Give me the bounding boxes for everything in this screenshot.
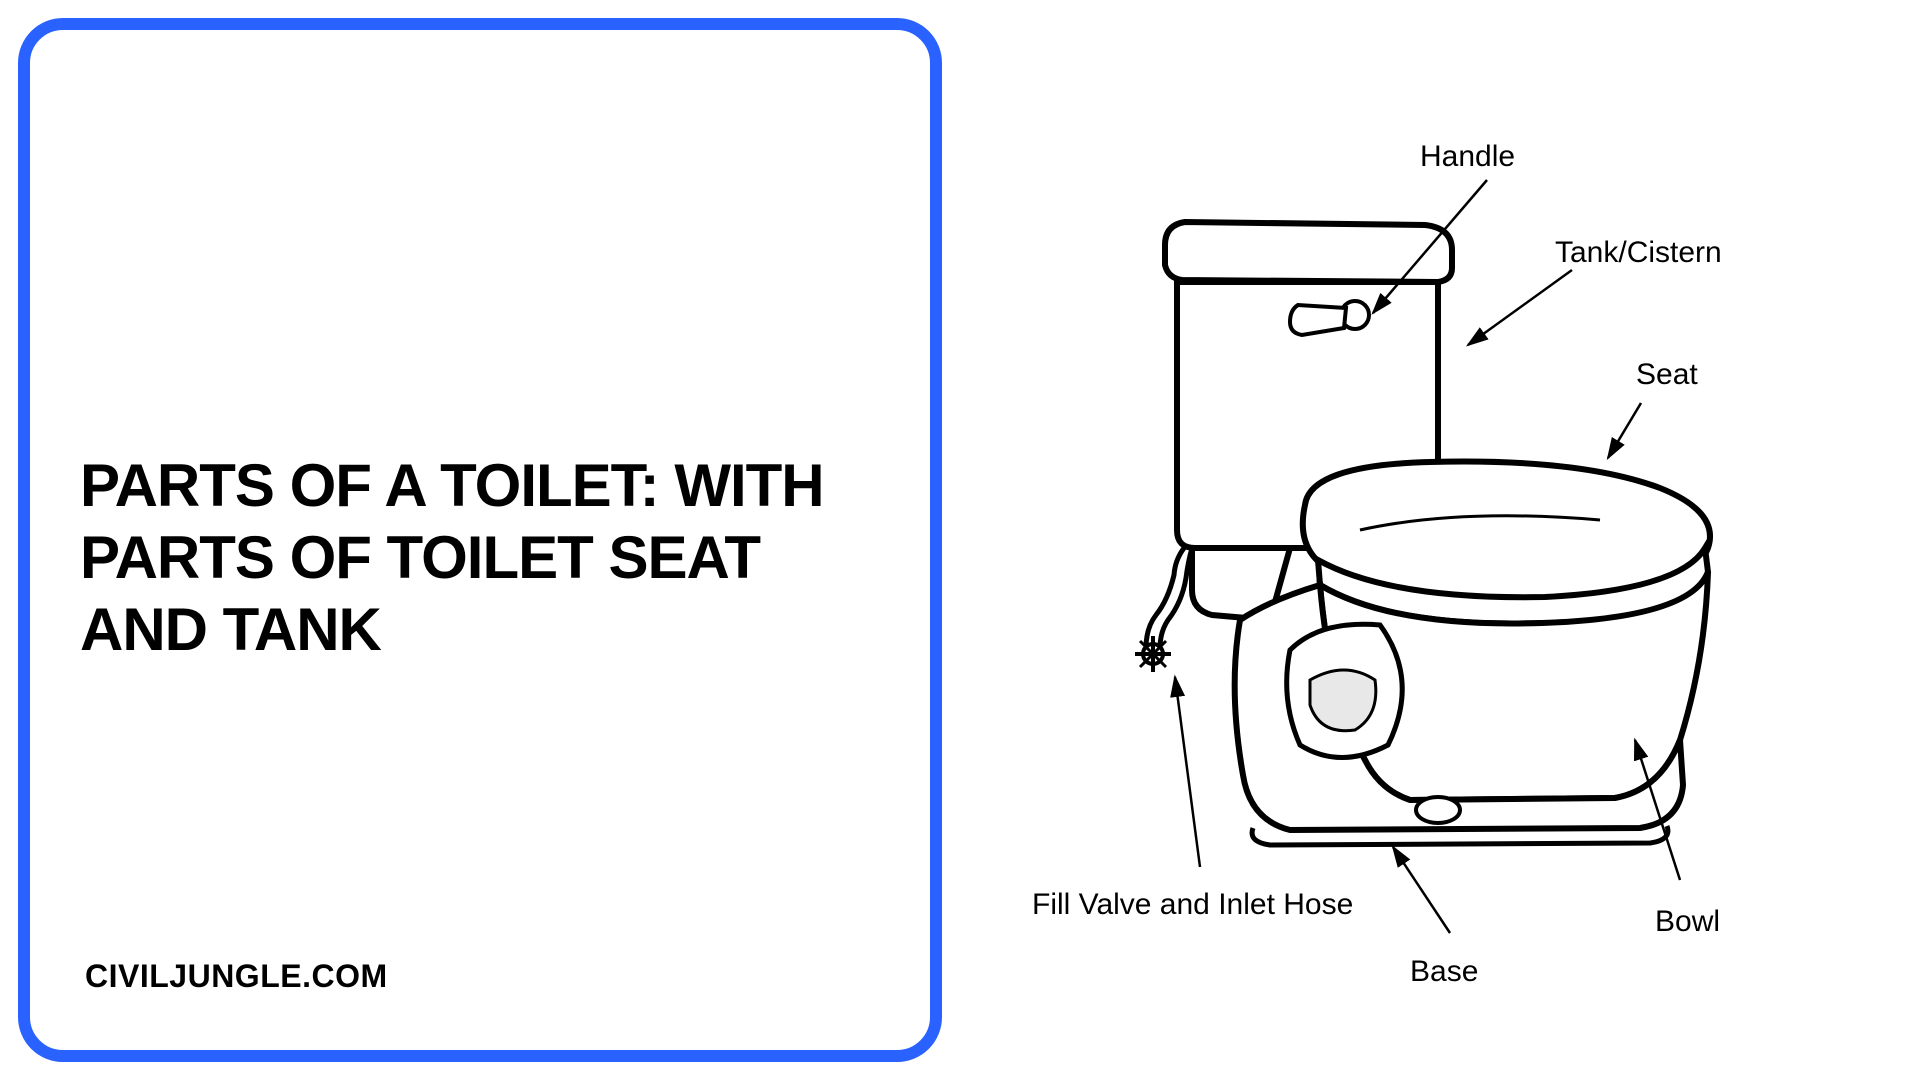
page-title: PARTS OF A TOILET: WITH PARTS OF TOILET … [80, 450, 880, 666]
left-panel: PARTS OF A TOILET: WITH PARTS OF TOILET … [0, 0, 960, 1080]
label-bowl: Bowl [1655, 905, 1720, 939]
label-tank: Tank/Cistern [1555, 236, 1722, 270]
diagram-panel: Handle Tank/Cistern Seat Fill Valve and … [960, 0, 1920, 1080]
label-seat: Seat [1636, 358, 1698, 392]
watermark: CIVILJUNGLE.COM [85, 958, 388, 995]
label-base: Base [1410, 955, 1478, 989]
title-card: PARTS OF A TOILET: WITH PARTS OF TOILET … [18, 18, 942, 1062]
tank-lid [1165, 222, 1452, 282]
bolt-cap [1416, 797, 1460, 823]
label-handle: Handle [1420, 140, 1515, 174]
label-fill-valve: Fill Valve and Inlet Hose [1032, 888, 1353, 922]
handle-lever [1290, 305, 1346, 335]
trapway-shadow [1310, 670, 1376, 731]
